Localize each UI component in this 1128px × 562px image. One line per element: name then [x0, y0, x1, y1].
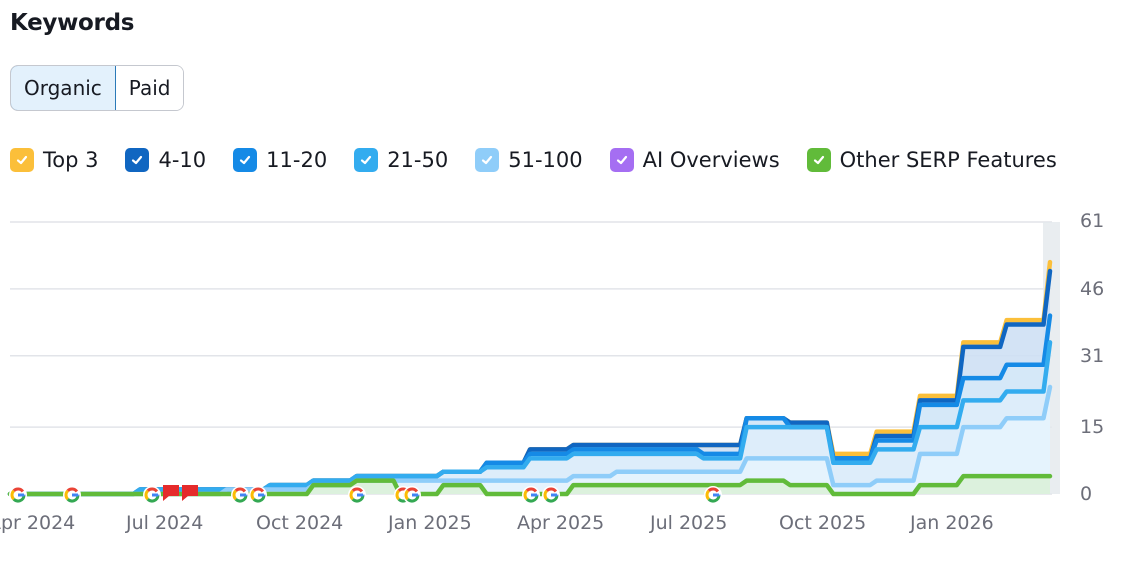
y-tick: 46: [1080, 278, 1105, 300]
checkbox-icon: [475, 148, 500, 172]
google-update-icon[interactable]: [249, 486, 267, 504]
google-update-icon[interactable]: [403, 486, 421, 504]
x-tick: Oct 2024: [256, 512, 344, 534]
google-update-icon[interactable]: [143, 486, 161, 504]
x-tick: Apr 2024: [0, 512, 76, 534]
legend-label: 21-50: [387, 148, 449, 172]
legend-11-20[interactable]: 11-20: [233, 148, 327, 172]
y-tick: 61: [1080, 210, 1105, 232]
x-tick: Jul 2024: [126, 512, 204, 534]
legend-21-50[interactable]: 21-50: [354, 148, 448, 172]
keywords-chart[interactable]: 61 46 31 15 0 Apr 2024 Jul 2024 Oct 2024…: [0, 200, 1128, 562]
checkbox-icon: [233, 148, 258, 172]
legend-label: 51-100: [508, 148, 583, 172]
legend-ai-overviews[interactable]: AI Overviews: [609, 148, 780, 172]
legend-51-100[interactable]: 51-100: [475, 148, 583, 172]
chart-plot-area[interactable]: [0, 200, 1128, 562]
paid-tab[interactable]: Paid: [115, 66, 184, 110]
y-tick: 0: [1080, 483, 1093, 505]
checkbox-icon: [609, 148, 634, 172]
legend-label: Top 3: [43, 148, 99, 172]
google-update-icon[interactable]: [542, 486, 560, 504]
google-update-icon[interactable]: [348, 486, 366, 504]
x-tick: Jan 2026: [910, 512, 994, 534]
legend-4-10[interactable]: 4-10: [125, 148, 206, 172]
google-update-icon[interactable]: [522, 486, 540, 504]
checkbox-icon: [806, 148, 831, 172]
google-update-icon[interactable]: [231, 486, 249, 504]
legend-label: 11-20: [266, 148, 328, 172]
y-tick: 31: [1080, 345, 1105, 367]
legend-top3[interactable]: Top 3: [10, 148, 98, 172]
google-update-icon[interactable]: [63, 486, 81, 504]
flag-icon[interactable]: [182, 485, 198, 501]
x-tick: Jan 2025: [388, 512, 472, 534]
google-update-icon[interactable]: [9, 486, 27, 504]
x-tick: Apr 2025: [517, 512, 605, 534]
x-tick: Oct 2025: [779, 512, 867, 534]
checkbox-icon: [354, 148, 379, 172]
legend-label: 4-10: [158, 148, 207, 172]
checkbox-icon: [125, 148, 150, 172]
y-tick: 15: [1080, 416, 1105, 438]
chart-legend: Top 3 4-10 11-20 21-50 51-100 AI Overvie…: [10, 145, 1084, 175]
google-update-icon[interactable]: [704, 486, 722, 504]
legend-label: AI Overviews: [642, 148, 780, 172]
flag-icon[interactable]: [163, 485, 179, 501]
organic-paid-toggle: Organic Paid: [10, 65, 185, 111]
page-title: Keywords: [10, 10, 135, 36]
checkbox-icon: [10, 148, 34, 172]
legend-other-serp[interactable]: Other SERP Features: [806, 148, 1057, 172]
organic-tab[interactable]: Organic: [11, 66, 116, 110]
legend-label: Other SERP Features: [839, 148, 1057, 172]
x-tick: Jul 2025: [650, 512, 728, 534]
